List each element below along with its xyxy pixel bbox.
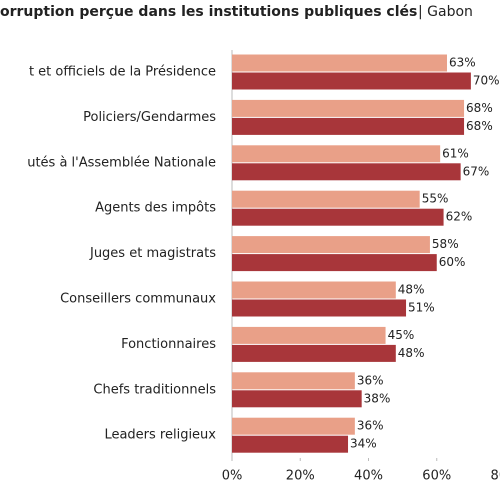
value-label: 63% [449, 56, 476, 70]
bar [232, 344, 396, 362]
y-tick-label: Leaders religieux [104, 428, 216, 443]
chart-subtitle: | Gabon [418, 4, 473, 20]
value-label: 61% [442, 146, 469, 160]
bar [232, 208, 444, 226]
value-label: 36% [357, 419, 384, 433]
bar [232, 326, 386, 344]
bar [232, 372, 355, 390]
y-tick-label: Conseillers communaux [60, 292, 216, 307]
y-tick-label: Policiers/Gendarmes [83, 110, 216, 125]
bar [232, 435, 349, 453]
bar [232, 236, 430, 254]
value-label: 55% [422, 192, 449, 206]
bar [232, 281, 396, 299]
bar [232, 99, 465, 117]
value-label: 34% [350, 437, 377, 451]
bar [232, 254, 437, 272]
value-label: 58% [432, 237, 459, 251]
bar [232, 417, 355, 435]
value-label: 70% [473, 74, 500, 88]
y-tick-label: Agents des impôts [95, 201, 216, 216]
value-label: 36% [357, 373, 384, 387]
y-tick-label: Juges et magistrats [89, 246, 216, 261]
value-label: 68% [466, 101, 493, 115]
x-tick-label: 60% [422, 469, 451, 484]
value-label: 48% [398, 283, 425, 297]
bar [232, 299, 407, 317]
y-tick-label: utés à l'Assemblée Nationale [27, 155, 216, 170]
bar [232, 163, 461, 181]
value-label: 38% [364, 391, 391, 405]
bar [232, 145, 441, 163]
chart-title: orruption perçue dans les institutions p… [0, 4, 417, 20]
value-label: 62% [446, 210, 473, 224]
y-tick-label: Chefs traditionnels [93, 382, 216, 397]
value-label: 48% [398, 346, 425, 360]
x-tick-label: 80% [491, 469, 500, 484]
value-label: 45% [388, 328, 415, 342]
y-tick-label: Fonctionnaires [121, 337, 216, 352]
bar [232, 54, 447, 72]
value-label: 68% [466, 119, 493, 133]
bar [232, 72, 471, 90]
value-label: 51% [408, 301, 435, 315]
x-tick-label: 40% [354, 469, 383, 484]
x-tick-label: 20% [286, 469, 315, 484]
value-label: 60% [439, 255, 466, 269]
value-label: 67% [463, 164, 490, 178]
bar [232, 117, 465, 135]
bar [232, 390, 362, 408]
bar [232, 190, 420, 208]
x-tick-label: 0% [222, 469, 243, 484]
y-tick-label: t et officiels de la Présidence [29, 65, 216, 80]
